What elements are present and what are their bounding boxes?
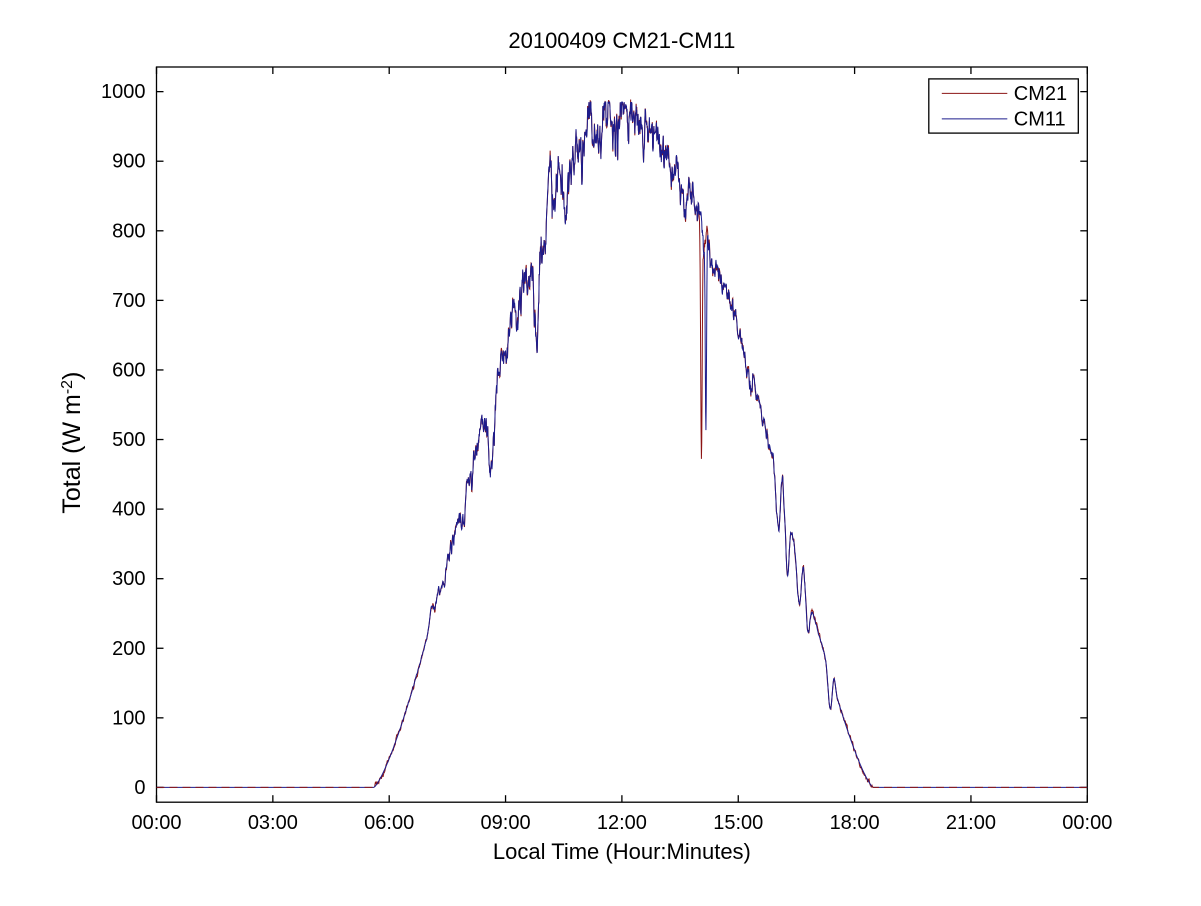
svg-text:21:00: 21:00: [946, 812, 996, 834]
svg-text:18:00: 18:00: [830, 812, 880, 834]
svg-text:300: 300: [112, 568, 145, 590]
svg-text:Local Time (Hour:Minutes): Local Time (Hour:Minutes): [493, 839, 751, 864]
svg-text:12:00: 12:00: [597, 812, 647, 834]
svg-text:00:00: 00:00: [1062, 812, 1112, 834]
svg-text:600: 600: [112, 359, 145, 381]
svg-text:00:00: 00:00: [131, 812, 181, 834]
svg-text:CM21: CM21: [1014, 83, 1067, 105]
svg-text:09:00: 09:00: [481, 812, 531, 834]
svg-text:400: 400: [112, 499, 145, 521]
svg-text:15:00: 15:00: [713, 812, 763, 834]
svg-text:800: 800: [112, 220, 145, 242]
svg-text:06:00: 06:00: [364, 812, 414, 834]
svg-text:20100409 CM21-CM11: 20100409 CM21-CM11: [508, 28, 735, 53]
svg-text:900: 900: [112, 151, 145, 173]
svg-text:0: 0: [134, 777, 145, 799]
svg-text:100: 100: [112, 707, 145, 729]
svg-text:500: 500: [112, 429, 145, 451]
svg-text:1000: 1000: [101, 81, 146, 103]
svg-text:03:00: 03:00: [248, 812, 298, 834]
svg-text:200: 200: [112, 638, 145, 660]
svg-text:700: 700: [112, 290, 145, 312]
svg-text:CM11: CM11: [1014, 108, 1066, 130]
